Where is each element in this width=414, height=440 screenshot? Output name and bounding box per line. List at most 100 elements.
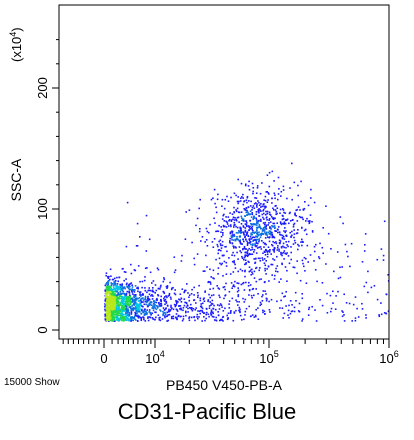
event-point (160, 310, 162, 312)
x-axis-minor-ticks (62, 339, 385, 344)
event-point (207, 300, 209, 303)
event-point (258, 240, 260, 243)
event-point (286, 218, 289, 221)
event-point (108, 294, 111, 296)
event-point (128, 284, 130, 287)
event-point (206, 230, 209, 233)
event-point (114, 302, 117, 305)
event-point (217, 273, 219, 275)
event-point (249, 284, 252, 286)
event-point (272, 236, 275, 238)
event-point (123, 303, 126, 306)
event-point (265, 191, 268, 193)
event-point (170, 298, 172, 300)
event-point (140, 318, 143, 320)
event-point (121, 283, 123, 285)
event-point (222, 315, 225, 318)
event-point (128, 314, 131, 317)
event-point (134, 296, 137, 298)
event-point (238, 211, 241, 214)
event-point (163, 299, 166, 302)
event-point (183, 291, 185, 294)
event-point (159, 316, 161, 319)
event-point (222, 234, 224, 236)
event-point (208, 293, 210, 296)
event-point (110, 310, 113, 312)
event-point (199, 299, 202, 302)
event-point (141, 308, 143, 311)
event-point (240, 197, 242, 200)
event-point (146, 299, 148, 301)
event-point (133, 318, 136, 320)
event-point (243, 256, 246, 259)
event-point (236, 300, 238, 303)
event-point (109, 288, 111, 290)
event-point (150, 295, 152, 297)
event-point (255, 213, 258, 216)
event-point (274, 209, 277, 211)
event-point (165, 307, 167, 309)
event-point (241, 243, 243, 245)
event-point (210, 313, 212, 316)
event-point (304, 228, 307, 231)
event-point (265, 224, 268, 226)
event-point (228, 290, 231, 293)
event-point (248, 294, 250, 296)
event-point (107, 307, 110, 309)
event-point (137, 308, 140, 310)
event-point (170, 316, 173, 318)
event-point (256, 206, 258, 208)
event-point (260, 234, 262, 237)
event-point (210, 276, 212, 278)
event-point (237, 202, 239, 205)
event-point (147, 299, 150, 302)
event-point (212, 294, 215, 296)
event-point (135, 306, 137, 309)
event-point (113, 308, 115, 311)
event-point (249, 205, 252, 207)
event-point (240, 251, 243, 254)
event-point (117, 303, 120, 306)
event-point (236, 216, 239, 219)
event-point (129, 297, 131, 300)
event-point (143, 317, 145, 319)
event-point (108, 298, 111, 300)
event-point (231, 230, 234, 233)
event-point (278, 231, 281, 234)
event-point (188, 299, 191, 302)
event-point (207, 280, 210, 283)
event-point (113, 303, 115, 306)
event-point (267, 192, 270, 194)
event-point (309, 220, 311, 222)
event-point (263, 258, 266, 260)
event-point (311, 231, 314, 233)
event-point (268, 249, 271, 252)
event-point (128, 312, 131, 314)
event-point (104, 319, 107, 321)
event-point (144, 289, 147, 292)
y-axis-label: SSC-A (8, 158, 24, 201)
event-point (220, 231, 222, 233)
event-point (280, 299, 282, 302)
event-point (151, 298, 154, 300)
event-point (248, 188, 251, 191)
event-point (219, 319, 221, 322)
event-point (121, 306, 124, 308)
event-point (165, 315, 168, 318)
event-point (147, 316, 149, 318)
event-point (235, 219, 238, 222)
event-point (237, 304, 239, 306)
event-point (258, 269, 260, 272)
event-point (281, 234, 284, 237)
event-point (142, 299, 145, 301)
event-point (125, 301, 128, 303)
event-point (193, 286, 195, 289)
event-point (154, 284, 157, 286)
event-point (258, 212, 260, 214)
event-point (273, 222, 276, 225)
event-point (107, 280, 109, 283)
event-point (148, 309, 151, 311)
event-point (296, 272, 298, 275)
event-point (110, 316, 112, 319)
event-point (229, 212, 231, 214)
